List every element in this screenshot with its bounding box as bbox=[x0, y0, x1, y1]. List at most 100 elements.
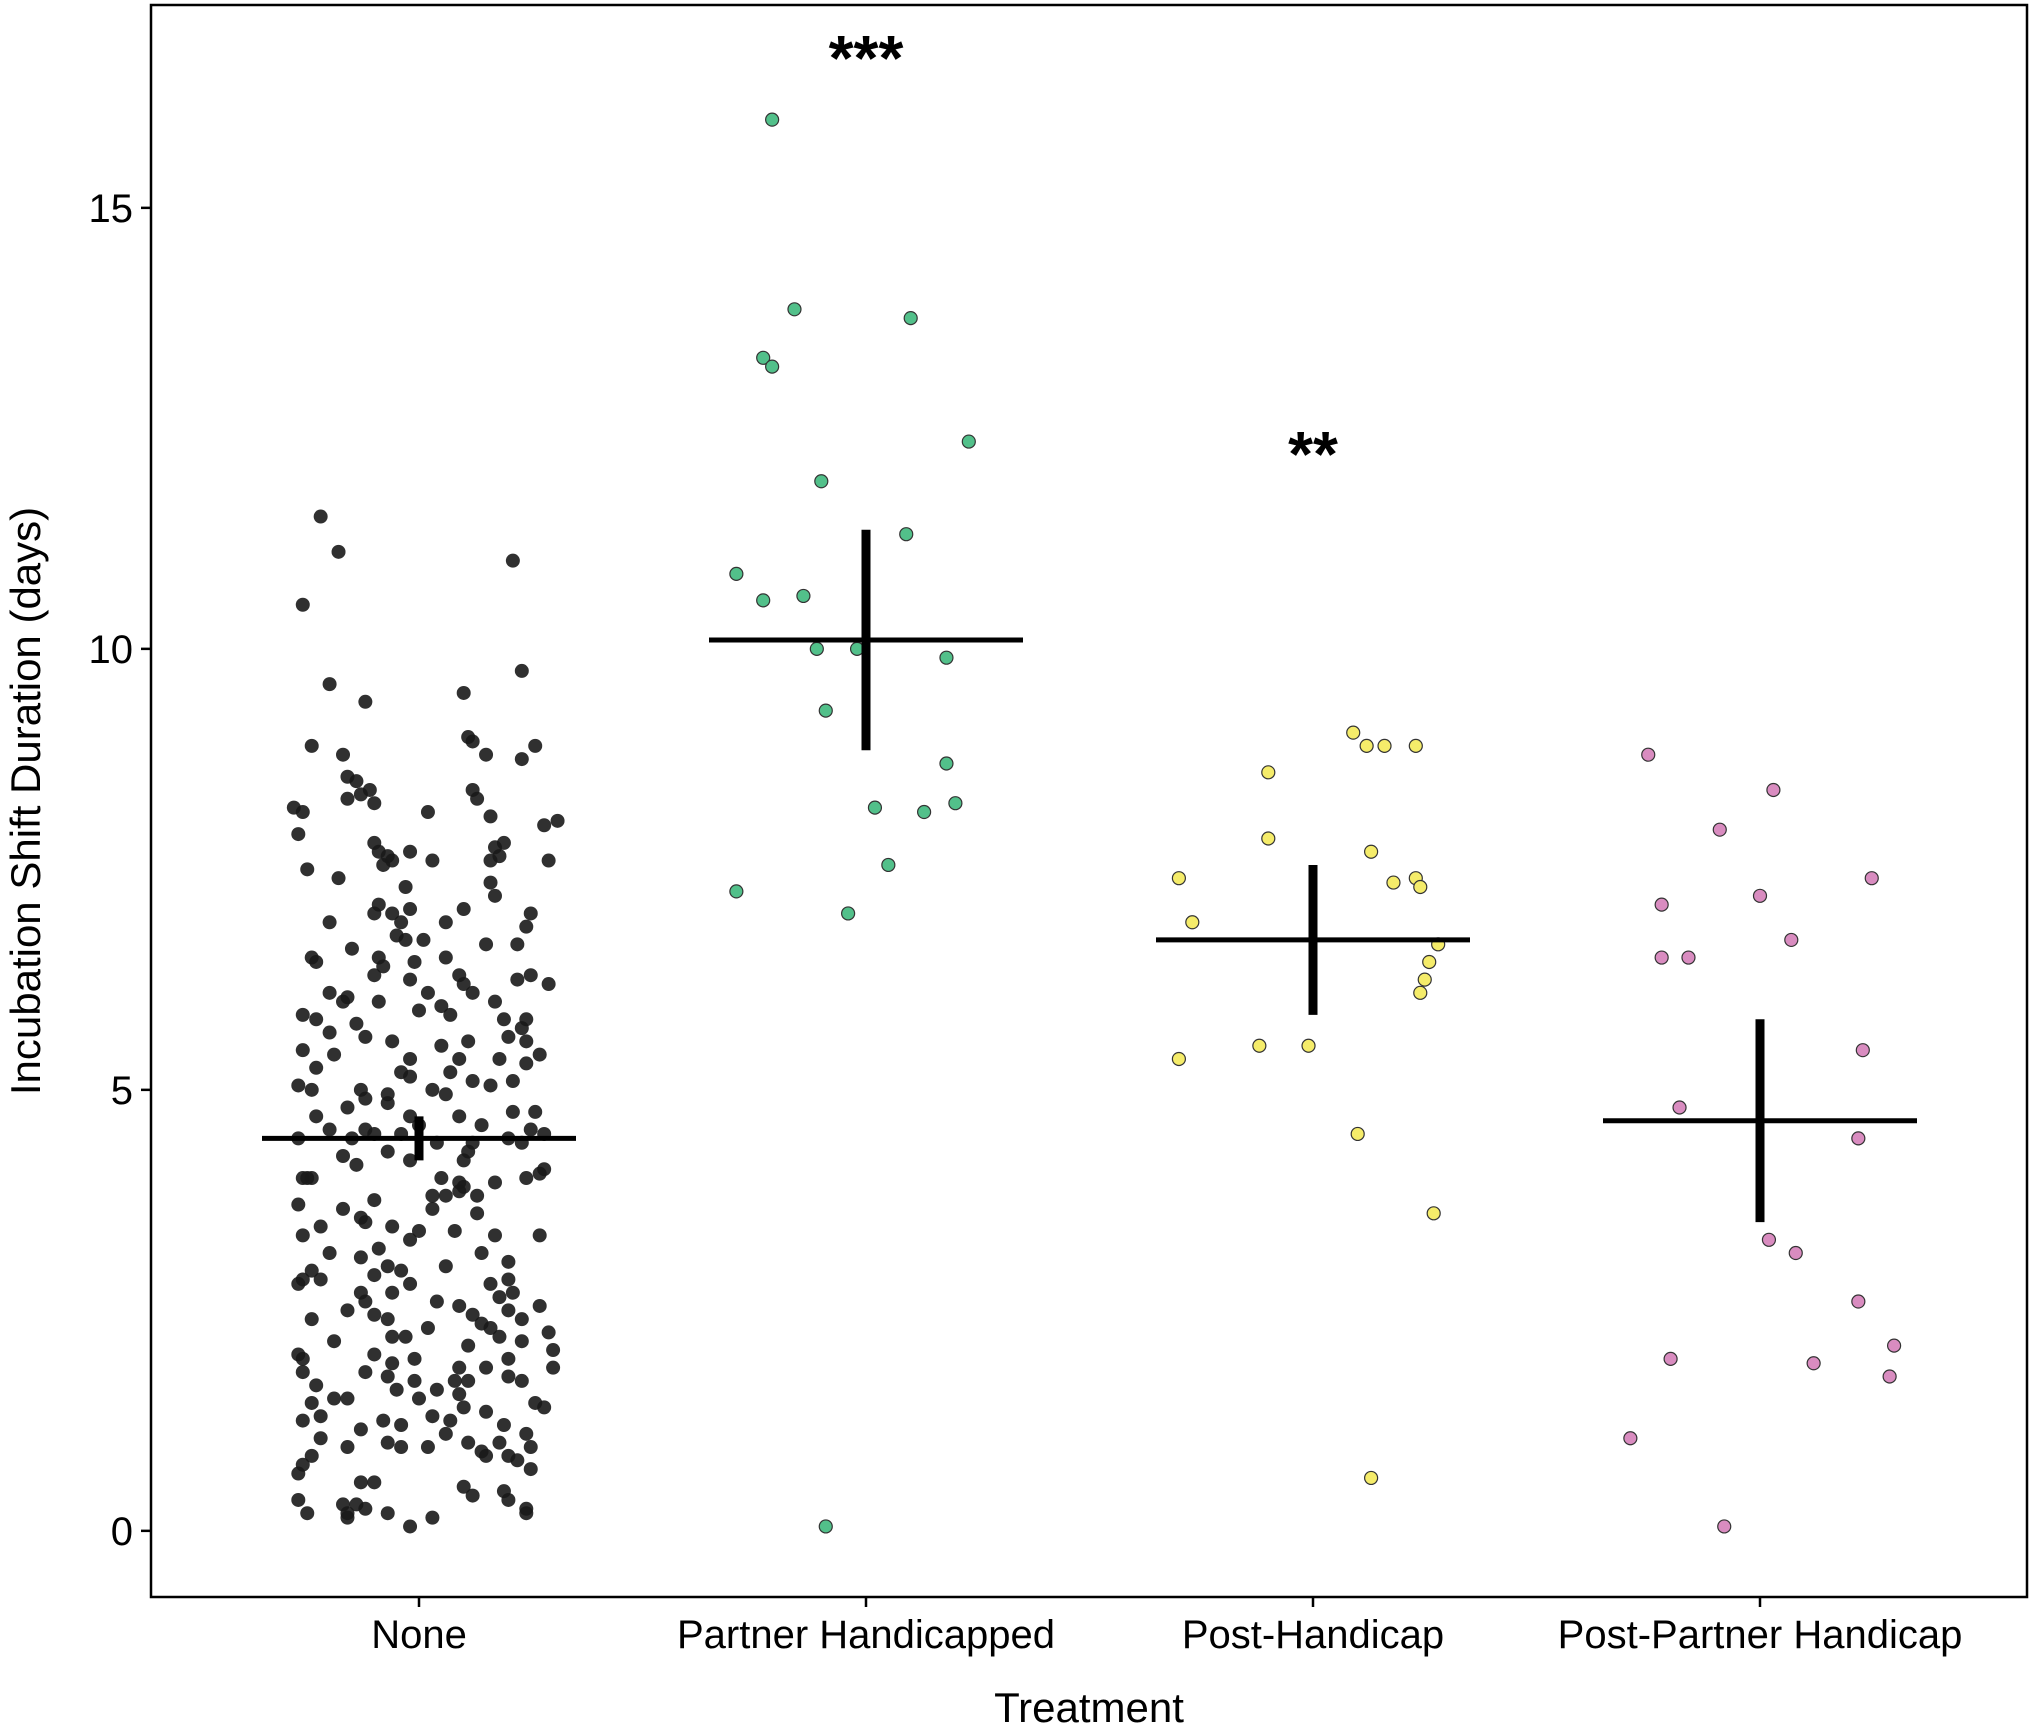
data-point bbox=[407, 1351, 422, 1366]
data-point bbox=[461, 1034, 476, 1049]
data-point bbox=[322, 1122, 337, 1137]
data-point bbox=[1855, 1043, 1870, 1058]
data-point bbox=[412, 1391, 426, 1406]
data-point bbox=[376, 1413, 391, 1428]
data-point bbox=[1882, 1369, 1897, 1384]
data-point bbox=[1346, 725, 1361, 740]
data-point bbox=[438, 1188, 453, 1203]
data-point bbox=[425, 1201, 440, 1216]
data-point bbox=[948, 796, 963, 811]
data-point bbox=[1654, 950, 1669, 965]
data-point bbox=[505, 1285, 520, 1300]
data-point bbox=[461, 1338, 476, 1353]
data-point bbox=[917, 804, 932, 820]
data-point bbox=[367, 906, 382, 921]
data-point bbox=[403, 1069, 418, 1084]
data-point bbox=[514, 752, 529, 767]
data-point bbox=[1864, 871, 1879, 886]
data-point bbox=[398, 932, 413, 947]
data-point bbox=[371, 1241, 386, 1256]
data-point bbox=[349, 1157, 364, 1172]
data-point bbox=[479, 937, 494, 952]
data-point bbox=[340, 1303, 355, 1318]
data-point bbox=[403, 1232, 418, 1247]
data-point bbox=[438, 1259, 453, 1274]
data-point bbox=[407, 1373, 422, 1388]
data-point bbox=[1717, 1519, 1732, 1534]
data-point bbox=[1851, 1294, 1866, 1309]
data-point bbox=[483, 853, 498, 868]
data-point bbox=[510, 972, 525, 987]
data-point bbox=[456, 1479, 471, 1494]
data-point bbox=[818, 1519, 833, 1534]
data-point bbox=[403, 1276, 418, 1291]
data-point bbox=[479, 1448, 494, 1463]
data-point bbox=[487, 1175, 502, 1190]
data-point bbox=[394, 1418, 409, 1433]
data-point bbox=[729, 566, 744, 581]
data-point bbox=[1185, 915, 1200, 930]
data-point bbox=[483, 1276, 498, 1291]
data-point bbox=[336, 1201, 351, 1216]
data-point bbox=[899, 527, 914, 542]
data-point bbox=[1672, 1100, 1687, 1115]
data-point bbox=[291, 1492, 306, 1507]
data-point bbox=[353, 1422, 368, 1437]
data-point bbox=[483, 809, 498, 824]
data-point bbox=[519, 1171, 534, 1186]
data-point bbox=[295, 805, 310, 820]
data-point bbox=[358, 1294, 373, 1309]
data-point bbox=[344, 941, 359, 956]
data-point bbox=[1377, 738, 1392, 753]
data-point bbox=[385, 853, 400, 868]
data-point bbox=[867, 800, 883, 815]
data-point bbox=[519, 919, 534, 934]
data-point bbox=[380, 1435, 395, 1450]
data-point bbox=[380, 1369, 395, 1384]
data-point bbox=[367, 968, 382, 983]
data-point bbox=[528, 738, 543, 753]
data-point bbox=[1422, 954, 1437, 970]
data-point bbox=[465, 1074, 480, 1089]
data-point bbox=[519, 1056, 534, 1071]
data-point bbox=[501, 1029, 516, 1044]
data-point bbox=[403, 844, 418, 859]
data-point bbox=[340, 1391, 355, 1406]
data-point bbox=[420, 1440, 435, 1455]
data-point bbox=[523, 1122, 538, 1137]
data-point bbox=[425, 1409, 440, 1424]
data-point bbox=[479, 747, 494, 762]
data-point bbox=[336, 1149, 351, 1164]
data-point bbox=[358, 1029, 373, 1044]
data-point bbox=[487, 1228, 502, 1243]
y-axis: 0 5 10 15 bbox=[89, 187, 151, 1554]
data-point bbox=[407, 954, 422, 969]
data-point bbox=[403, 1519, 418, 1534]
data-point bbox=[403, 1109, 418, 1124]
data-point bbox=[336, 747, 351, 762]
y-tick-label: 10 bbox=[89, 628, 134, 672]
data-point bbox=[349, 774, 364, 789]
data-point bbox=[765, 112, 780, 127]
data-point bbox=[358, 1365, 373, 1380]
data-point bbox=[474, 1118, 489, 1133]
data-point bbox=[505, 553, 520, 568]
data-point bbox=[452, 1051, 467, 1066]
data-point bbox=[438, 950, 453, 965]
data-point bbox=[309, 1109, 324, 1124]
data-point bbox=[425, 1510, 440, 1525]
data-point bbox=[412, 1003, 426, 1018]
data-point bbox=[371, 994, 386, 1009]
data-point bbox=[514, 1373, 529, 1388]
data-point bbox=[818, 703, 833, 718]
data-point bbox=[403, 1153, 418, 1168]
data-point bbox=[313, 509, 328, 524]
data-point bbox=[523, 906, 538, 921]
data-point bbox=[358, 1215, 373, 1230]
x-tick-label: Post-Handicap bbox=[1182, 1613, 1444, 1657]
data-point bbox=[385, 906, 400, 921]
data-point bbox=[295, 1043, 310, 1058]
data-point bbox=[814, 474, 829, 489]
data-point bbox=[537, 818, 552, 833]
